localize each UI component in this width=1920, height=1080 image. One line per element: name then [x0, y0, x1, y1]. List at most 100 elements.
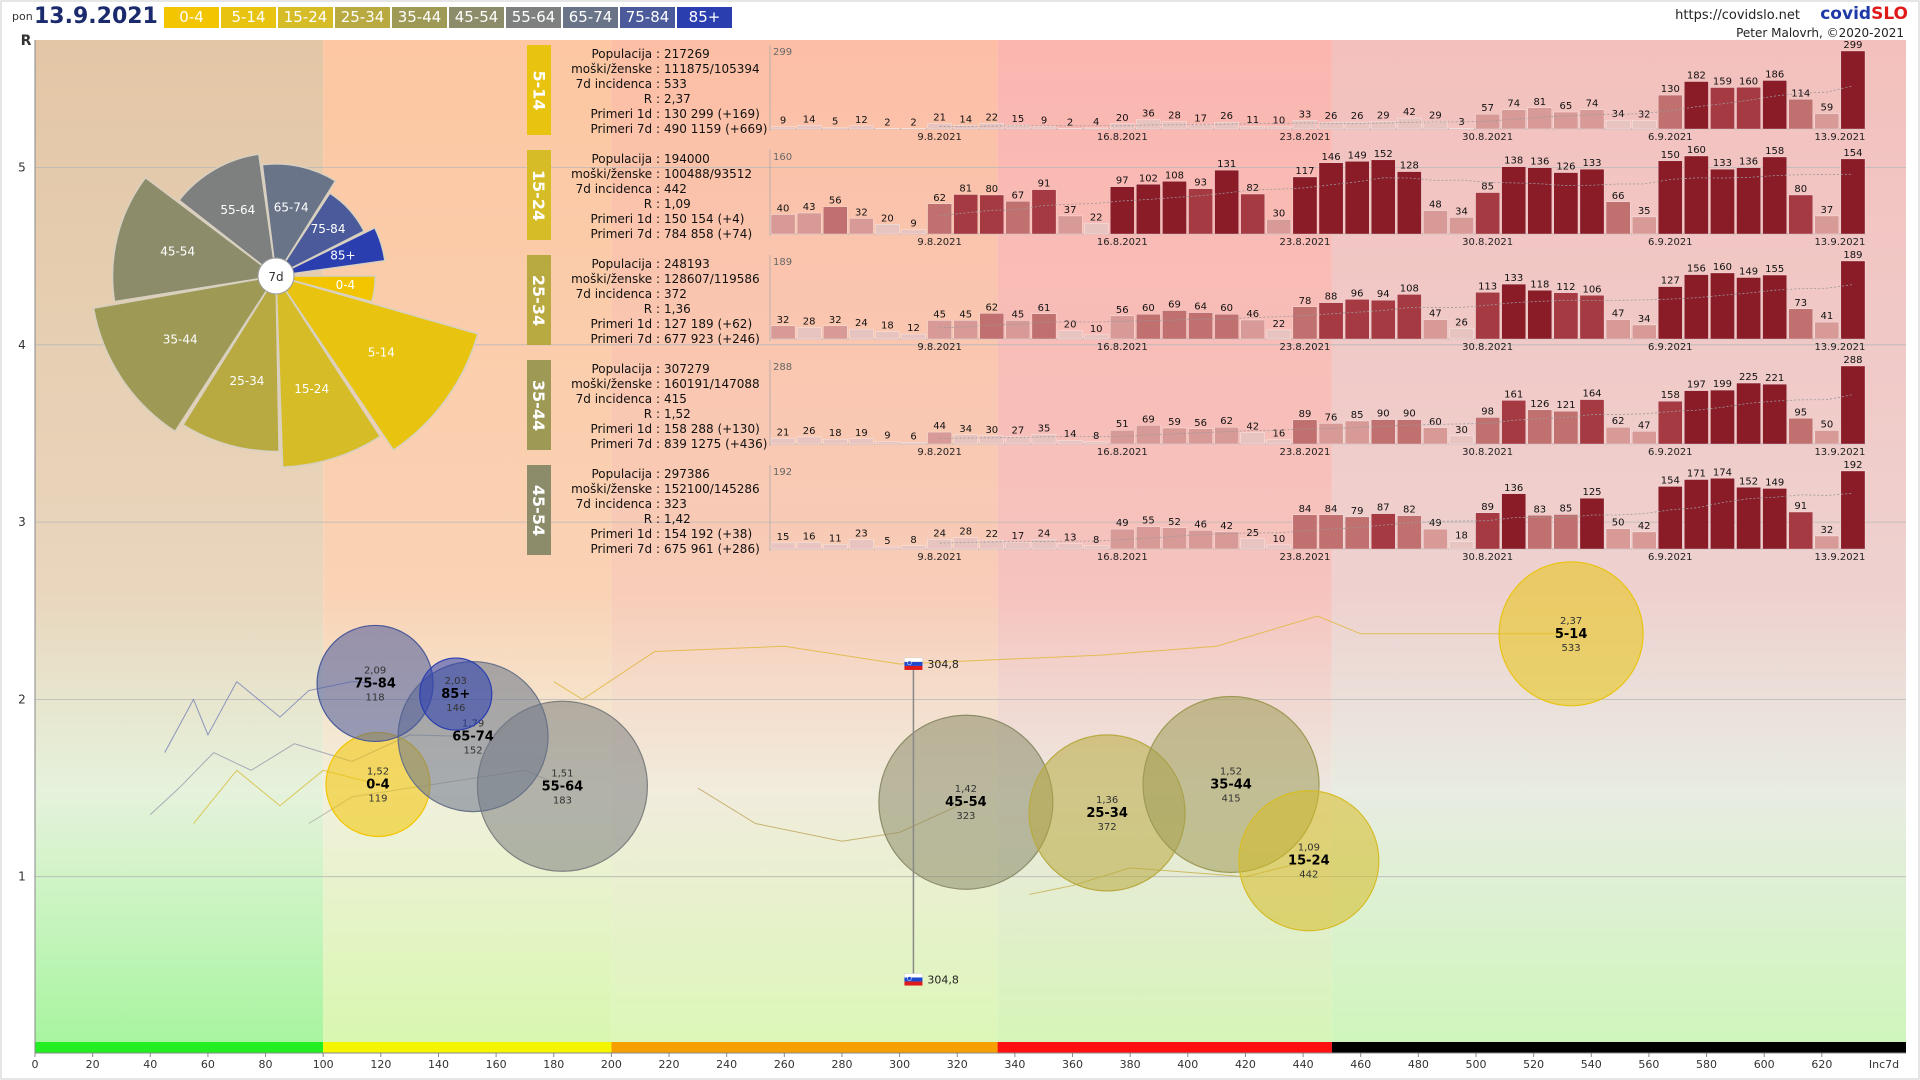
stat-value: 100488/93512	[664, 167, 753, 181]
bar	[1762, 274, 1787, 340]
bar	[1188, 312, 1213, 340]
bar	[1292, 306, 1318, 340]
bar	[796, 125, 822, 130]
bubble-incidence-value: 442	[1299, 870, 1318, 881]
bar-value-label: 8	[1093, 535, 1099, 546]
bar	[1631, 324, 1657, 340]
bar	[1762, 488, 1787, 550]
stat-row: R : 2,37	[535, 92, 767, 107]
panel-max-label: 189	[773, 257, 792, 268]
stat-value: 307279	[664, 362, 710, 376]
bar	[1553, 514, 1579, 550]
x-tick-label: 480	[1408, 1058, 1429, 1071]
bar-value-label: 11	[829, 534, 842, 545]
stat-value: 442	[664, 182, 687, 196]
bar	[1762, 383, 1787, 445]
stat-row: Primeri 7d : 839 1275 (+436)	[535, 437, 767, 452]
bar	[796, 327, 822, 340]
bar	[1266, 219, 1292, 235]
bar-value-label: 36	[1142, 109, 1155, 120]
bubble-incidence-value: 323	[956, 811, 975, 822]
x-tick-label: 240	[716, 1058, 737, 1071]
bar	[1318, 162, 1344, 235]
bar-value-label: 136	[1530, 157, 1549, 168]
bar	[1605, 427, 1631, 445]
bar	[979, 194, 1005, 235]
bar	[1449, 328, 1474, 340]
panel-date-label: 9.8.2021	[917, 447, 962, 458]
bar-value-label: 62	[1220, 416, 1233, 427]
bar-value-label: 87	[1377, 503, 1390, 514]
slovenia-incidence-label: 304,8	[927, 974, 959, 987]
stat-row: Populacija : 194000	[535, 152, 752, 167]
bar	[1371, 121, 1396, 130]
pie-center	[257, 257, 295, 295]
bar-value-label: 48	[1429, 200, 1442, 211]
bar	[1423, 427, 1448, 445]
bar-value-label: 56	[1116, 305, 1129, 316]
bar-value-label: 49	[1429, 518, 1442, 529]
bar-value-label: 24	[1038, 528, 1051, 539]
bar-value-label: 84	[1299, 504, 1312, 515]
bar	[1475, 512, 1500, 550]
bar	[1240, 432, 1265, 445]
stat-row: Primeri 1d : 127 189 (+62)	[535, 317, 760, 332]
bar	[1005, 124, 1031, 130]
bar-value-label: 125	[1582, 487, 1601, 498]
stat-value: 2,37	[664, 92, 691, 106]
stat-value: 128607/119586	[664, 272, 760, 286]
bar	[1475, 192, 1500, 235]
bar-value-label: 83	[1533, 504, 1546, 515]
bar-value-label: 158	[1765, 146, 1784, 157]
stat-key: Primeri 7d :	[590, 437, 660, 451]
bar-value-label: 133	[1504, 273, 1523, 284]
stat-row: 7d incidenca : 323	[535, 497, 760, 512]
bar-panel-15-24: 160 40 43 56 32 20 9 62 81 80 67 91 37 22 97 102 108 93 13…	[769, 145, 1866, 248]
bar-value-label: 26	[803, 426, 816, 437]
panel-date-label: 13.9.2021	[1814, 237, 1865, 248]
bar-value-label: 9	[910, 219, 916, 230]
legend-item-35-44: 35-44	[392, 7, 447, 28]
bar-value-label: 117	[1295, 166, 1314, 177]
bar-value-label: 22	[985, 529, 998, 540]
bar	[1736, 167, 1761, 235]
y-tick-label: 4	[18, 338, 26, 352]
bar-value-label: 88	[1325, 292, 1338, 303]
bar-value-label: 152	[1739, 476, 1758, 487]
x-tick-label: 100	[313, 1058, 334, 1071]
bar	[1579, 109, 1605, 130]
bubble-group-label: 25-34	[1086, 806, 1128, 821]
bar	[1840, 470, 1866, 550]
bubble-r-value: 2,37	[1560, 616, 1582, 627]
risk-zone-strip-0	[35, 1042, 324, 1053]
bar	[1710, 169, 1735, 235]
bar	[1397, 515, 1422, 550]
panel-date-label: 30.8.2021	[1462, 132, 1513, 143]
bar-value-label: 12	[907, 323, 920, 334]
bar	[770, 325, 796, 340]
x-axis-title: Inc7d	[1869, 1058, 1899, 1071]
bar	[1057, 440, 1083, 445]
bar	[1371, 419, 1396, 445]
weekday-label: pon	[12, 10, 33, 23]
bar	[1788, 99, 1813, 130]
bar	[1501, 493, 1526, 550]
stat-row: Primeri 7d : 675 961 (+286)	[535, 542, 759, 557]
bubble-group-label: 5-14	[1555, 627, 1588, 642]
stat-key: R :	[643, 512, 660, 526]
bar-value-label: 121	[1556, 400, 1575, 411]
stat-key: moški/ženske :	[571, 377, 660, 391]
pie-wedge	[111, 176, 278, 303]
bar	[1814, 430, 1840, 445]
bar-value-label: 197	[1687, 380, 1706, 391]
bubble-r-value: 1,42	[955, 784, 977, 795]
bar-value-label: 42	[1220, 521, 1233, 532]
bar	[1136, 314, 1161, 340]
panel-date-label: 6.9.2021	[1648, 552, 1693, 563]
site-url[interactable]: https://covidslo.net	[1675, 8, 1800, 23]
bar	[1371, 159, 1396, 235]
bar	[901, 333, 926, 340]
stat-key: Populacija :	[591, 467, 660, 481]
bar-value-label: 131	[1217, 159, 1236, 170]
